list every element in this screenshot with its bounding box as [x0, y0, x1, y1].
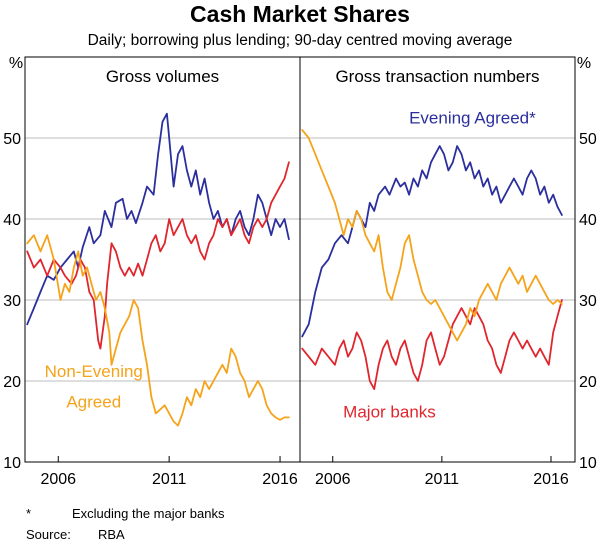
panel-2-annotation: Major banks [343, 402, 436, 421]
panel-2-x-tick-label: 2006 [315, 471, 351, 488]
panel-1-annotation: Agreed [66, 393, 121, 412]
panel-1-series-line-major [26, 161, 290, 350]
panel-1-y-tick-label: 20 [3, 374, 21, 391]
plot-area: 10 20 30 40 50 2006 2011 2016 Gross volumes Non-E… [3, 56, 597, 488]
chart-subtitle: Daily; borrowing plus lending; 90-day ce… [88, 32, 513, 49]
panel-2-title: Gross transaction numbers [335, 67, 539, 86]
chart-title: Cash Market Shares [190, 1, 410, 27]
panel-1-x-tick-label: 2016 [262, 471, 298, 488]
panel-2-series-line-non_evening [301, 129, 563, 342]
panel-1-series-line-non_evening [26, 234, 290, 427]
panel-1-y-tick-label: 50 [3, 131, 21, 148]
y-unit-right: % [577, 55, 591, 72]
footnote-mark: * [26, 506, 31, 521]
panel-1-annotation: Non-Evening [45, 362, 143, 381]
panel-1-x-tick-label: 2006 [40, 471, 76, 488]
source-label: Source: [26, 527, 71, 542]
panel-2-y-tick-label: 50 [579, 131, 597, 148]
panel-1-x-tick-label: 2011 [152, 471, 187, 488]
panel-1-y-tick-label: 10 [3, 455, 21, 472]
panel-2-x-tick-label: 2011 [425, 471, 460, 488]
source-value: RBA [98, 527, 125, 542]
panel-2-series-line-major [301, 299, 563, 390]
panel-1-series-line-evening [26, 112, 290, 326]
panel-2-y-tick-label: 10 [579, 455, 597, 472]
panel-1-y-tick-label: 40 [3, 212, 21, 229]
panel-2-annotation: Evening Agreed* [409, 108, 536, 127]
panel-2-y-tick-label: 30 [579, 293, 597, 310]
panel-1-y-tick-label: 30 [3, 293, 21, 310]
panel-2-series-line-evening [301, 145, 563, 338]
panel-2-x-tick-label: 2016 [533, 471, 569, 488]
footnote-text: Excluding the major banks [72, 506, 225, 521]
panel-2-y-tick-label: 20 [579, 374, 597, 391]
y-unit-left: % [9, 55, 23, 72]
panel-2-y-tick-label: 40 [579, 212, 597, 229]
panel-1-title: Gross volumes [106, 67, 219, 86]
